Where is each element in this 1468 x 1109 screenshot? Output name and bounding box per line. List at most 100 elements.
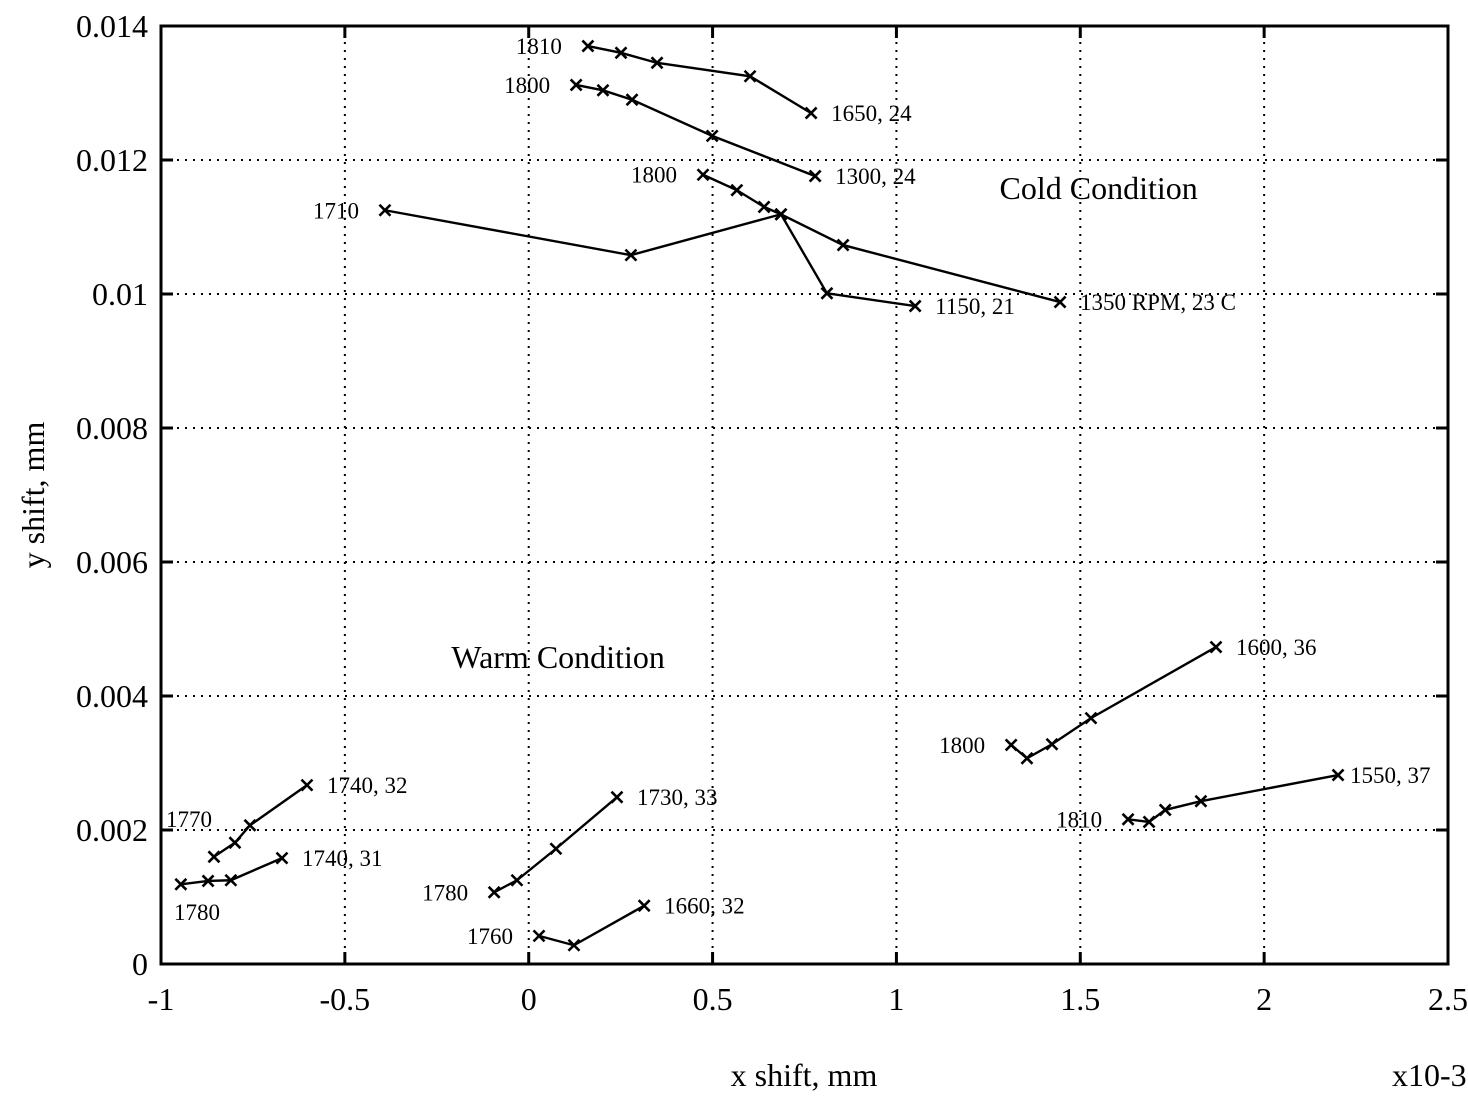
x-marker [378,203,392,217]
series-warm-1810-1550-37 [1121,768,1345,829]
x-marker [207,850,221,864]
x-marker [224,873,238,887]
end-label: 1730, 33 [637,785,718,810]
start-label: 1810 [516,34,562,59]
x-marker [1045,737,1059,751]
x-marker [275,851,289,865]
x-axis-title: x shift, mm [731,1057,878,1093]
x-marker [201,874,215,888]
series-warm-1770-1740-32 [207,778,314,864]
x-marker [569,78,583,92]
y-tick-label: 0.002 [76,812,148,848]
x-marker [610,790,624,804]
y-tick-label: 0.006 [76,544,148,580]
y-tick-label: 0.012 [76,142,148,178]
x-marker [549,842,563,856]
end-label: 1550, 37 [1350,763,1431,788]
x-marker [1142,815,1156,829]
series-line [575,83,816,178]
series-cold-1800-1150 [696,168,922,313]
x-marker [820,286,834,300]
series-line [384,209,1061,304]
x-tick-labels: -1 -0.5 0 0.5 1 1.5 2 2.5 [148,981,1468,1017]
series-cold-1800-1300 [569,78,822,183]
y-tick-label: 0.004 [76,678,148,714]
x-marker [1004,738,1018,752]
y-axis-title: y shift, mm [15,422,51,569]
cold-condition-label: Cold Condition [1000,170,1198,206]
x-marker [487,885,501,899]
series-line [1010,646,1217,760]
x-marker [696,168,710,182]
x-marker [1209,640,1223,654]
x-marker [1084,711,1098,725]
y-tick-label: 0.008 [76,410,148,446]
x-tick-label: 1 [888,981,904,1017]
series-line [587,44,812,115]
series-warm-1800-1600-36 [1004,640,1223,765]
x-marker [625,93,639,107]
start-label: 1800 [939,733,985,758]
x-marker [743,69,757,83]
x-marker [581,39,595,53]
x-tick-label: 0.5 [693,981,733,1017]
x-marker [567,938,581,952]
y-tick-label: 0 [132,946,148,982]
end-label: 1150, 21 [935,294,1015,319]
y-tick-label: 0.01 [92,276,148,312]
start-label: 1800 [504,73,550,98]
start-label: 1810 [1056,807,1102,832]
x-marker [1194,794,1208,808]
x-marker [808,169,822,183]
end-label: 1660, 32 [664,894,745,919]
label-layer: 1810 1650, 24 1800 1300, 24 1710 1350 RPM, 23… [166,34,1431,949]
x-marker [596,83,610,97]
y-tick-label: 0.014 [76,8,148,44]
start-label: 1710 [313,198,359,223]
start-label: 1800 [631,163,677,188]
x-marker [228,836,242,850]
x-marker [174,877,188,891]
start-label: 1760 [467,924,513,949]
x-marker [908,299,922,313]
x-marker [637,899,651,913]
series-warm-1780-1730-33 [487,790,624,899]
x-marker [624,248,638,262]
x-marker [300,778,314,792]
x-marker [757,200,771,214]
end-label: 1300, 24 [835,164,916,189]
series-warm-1780-1740-31 [174,851,289,891]
x-marker [836,238,850,252]
end-label: 1650, 24 [831,101,912,126]
plot-frame [159,24,1450,966]
grid-layer [161,26,1448,964]
start-label: 1780 [422,880,468,905]
x-marker [1121,812,1135,826]
y-tick-labels: 0 0.002 0.004 0.006 0.008 0.01 0.012 0.014 [76,8,148,982]
x-marker [1158,803,1172,817]
x-marker [804,106,818,120]
end-label: 1350 RPM, 23 C [1080,290,1236,315]
series-layer [174,39,1345,952]
x-marker [510,873,524,887]
series-line [213,784,308,858]
x-tick-label: -0.5 [320,981,371,1017]
x-tick-label: 2.5 [1428,981,1468,1017]
series-cold-1810-1650 [581,39,818,120]
series-cold-1710-1350 [378,203,1067,309]
x-tick-label: 1.5 [1060,981,1100,1017]
x-marker [243,818,257,832]
series-line [702,173,916,308]
series-line [180,857,283,886]
x-marker [705,129,719,143]
x-tick-label: 0 [521,981,537,1017]
x-marker [730,183,744,197]
series-line [538,904,645,947]
start-label: 1780 [174,900,220,925]
x-marker [1331,768,1345,782]
series-warm-1760-1660-32 [532,899,651,952]
x-scale-note: x10-3 [1392,1057,1467,1093]
end-label: 1740, 31 [302,846,383,871]
x-marker [532,929,546,943]
end-label: 1600, 36 [1236,635,1317,660]
